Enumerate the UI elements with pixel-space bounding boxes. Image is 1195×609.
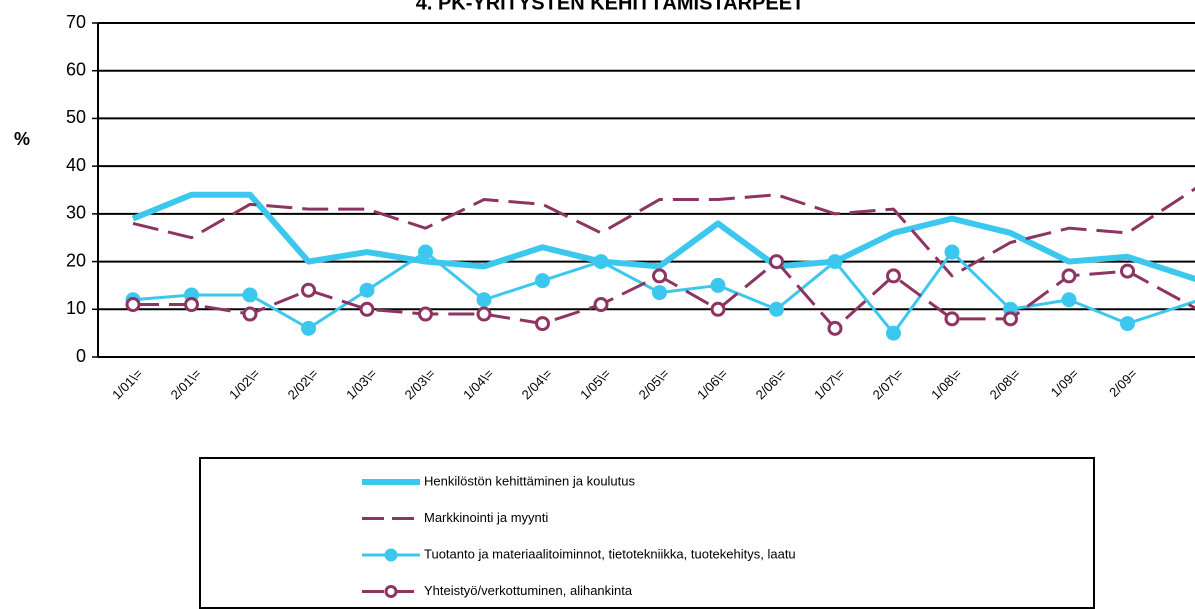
- legend-label: Yhteistyö/verkottuminen, alihankinta: [424, 583, 633, 598]
- legend-marker: [384, 548, 398, 562]
- point: [418, 306, 433, 322]
- legend-label: Markkinointi ja myynti: [424, 510, 548, 525]
- point: [769, 301, 784, 317]
- y-tick-label: 40: [66, 155, 86, 175]
- x-tick-label: 1/01\=: [109, 366, 145, 402]
- x-tick-label: 1/04\=: [460, 366, 496, 402]
- x-tick-label: 1/09=: [1048, 366, 1082, 400]
- point: [944, 244, 960, 260]
- y-tick-label: 10: [66, 298, 86, 318]
- point: [242, 306, 258, 322]
- point: [710, 301, 726, 317]
- y-tick-label: 70: [66, 12, 86, 32]
- point: [710, 277, 726, 293]
- y-tick-label: 0: [76, 346, 86, 366]
- x-tick-label: 2/03\=: [402, 366, 438, 402]
- point: [827, 254, 843, 270]
- y-axis-label: %: [14, 129, 30, 149]
- x-tick-label: 2/08\=: [987, 366, 1023, 402]
- x-tick-label: 2/02\=: [285, 366, 321, 402]
- legend-box: [199, 457, 1095, 609]
- point: [1061, 292, 1077, 308]
- point: [242, 287, 258, 303]
- x-tick-label: 2/06\=: [753, 366, 789, 402]
- x-tick-label: 1/06\=: [694, 366, 730, 402]
- x-tick-label: 2/04\=: [519, 366, 555, 402]
- chart-title: 4. PK-YRITYSTEN KEHITTÄMISTARPEET: [416, 0, 805, 14]
- point: [769, 254, 784, 270]
- point: [359, 282, 375, 298]
- point: [593, 254, 609, 270]
- point: [593, 297, 609, 313]
- x-tick-label: 2/09=: [1106, 366, 1140, 400]
- legend-label: Henkilöstön kehittäminen ja koulutus: [424, 473, 636, 488]
- point: [1061, 268, 1077, 284]
- y-tick-label: 50: [66, 107, 86, 127]
- point: [1003, 311, 1018, 327]
- point: [652, 268, 667, 284]
- y-tick-label: 20: [66, 250, 86, 270]
- y-tick-label: 60: [66, 59, 86, 79]
- legend-label: Tuotanto ja materiaalitoiminnot, tietote…: [424, 546, 796, 561]
- x-tick-label: 2/07\=: [870, 366, 906, 402]
- point: [184, 297, 199, 313]
- x-tick-label: 1/03\=: [343, 366, 379, 402]
- x-tick-label: 2/05\=: [636, 366, 672, 402]
- legend-marker: [384, 585, 398, 598]
- point: [944, 311, 960, 327]
- point: [886, 268, 901, 284]
- point: [125, 297, 141, 313]
- point: [359, 301, 375, 317]
- point: [886, 325, 901, 341]
- x-tick-label: 1/08\=: [928, 366, 964, 402]
- series-line: [131, 191, 1195, 283]
- y-tick-label: 30: [66, 203, 86, 223]
- point: [418, 244, 433, 260]
- series-line: [132, 186, 1195, 278]
- x-tick-label: 1/02\=: [226, 366, 262, 402]
- x-tick-label: 1/07\=: [811, 366, 847, 402]
- point: [1120, 316, 1135, 332]
- x-tick-label: 1/05\=: [577, 366, 613, 402]
- x-tick-label: 2/01\=: [168, 366, 204, 402]
- point: [301, 320, 316, 336]
- point: [476, 306, 492, 322]
- point: [301, 282, 316, 298]
- point: [476, 292, 492, 308]
- point: [535, 273, 550, 289]
- point: [1120, 263, 1135, 279]
- point: [652, 285, 667, 301]
- point: [827, 320, 843, 336]
- point: [535, 316, 550, 332]
